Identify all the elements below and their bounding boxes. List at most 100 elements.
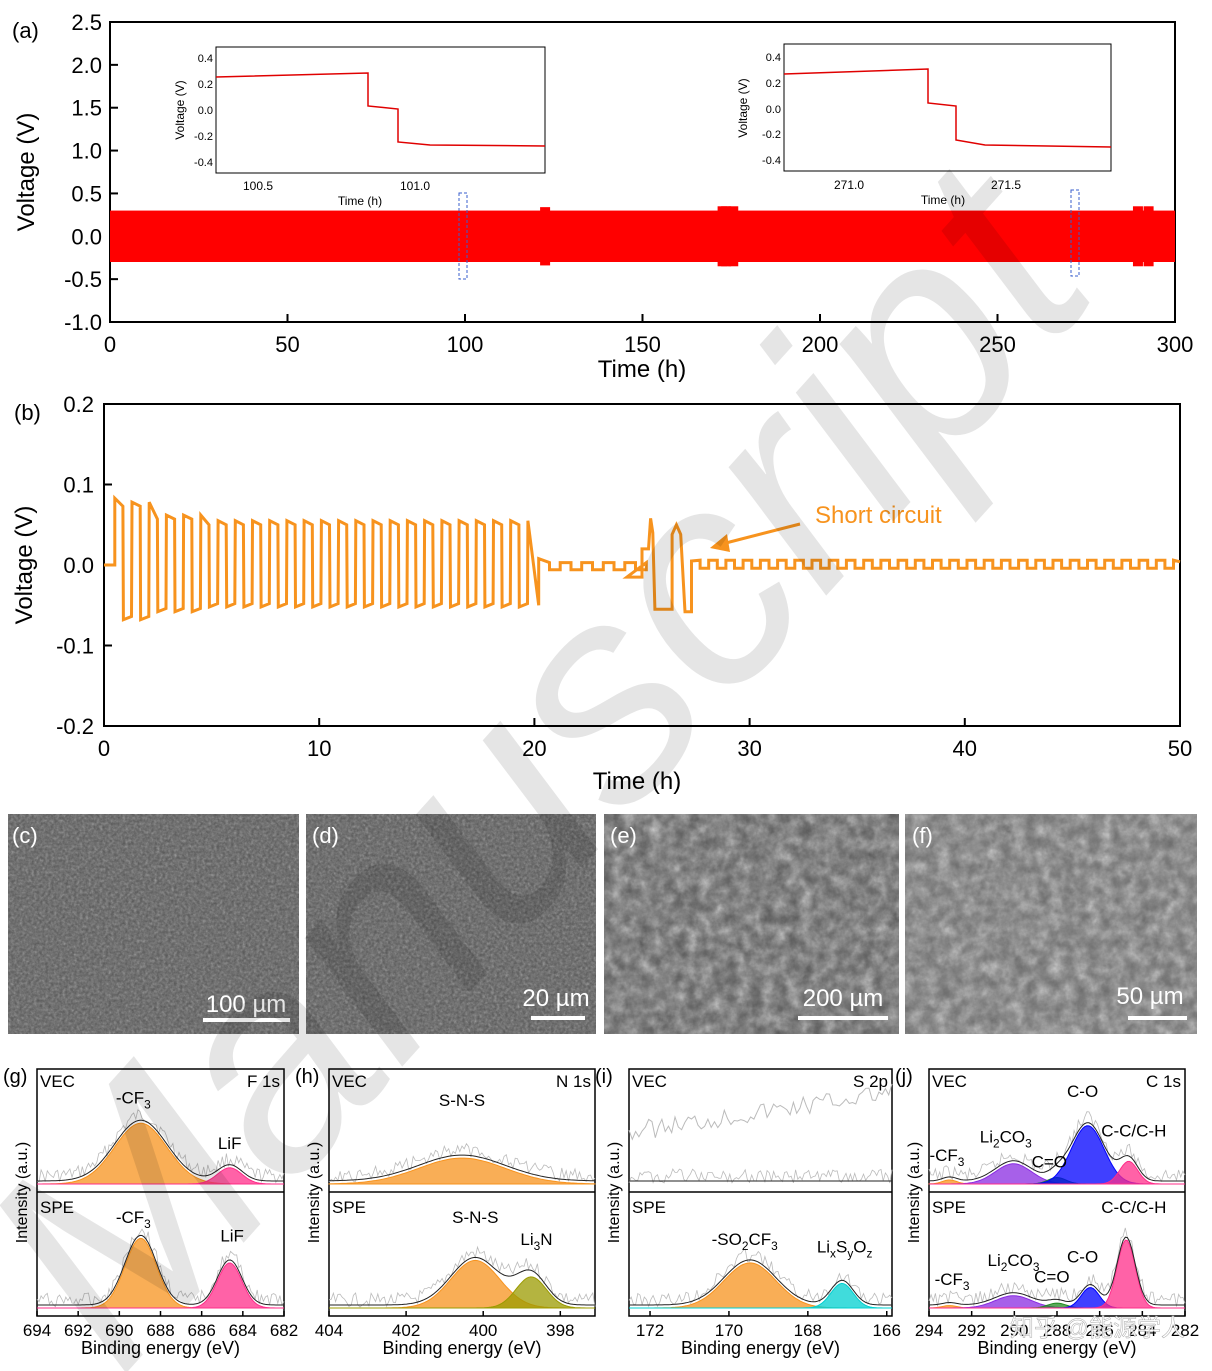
xps-peak-label: C=O [1034,1267,1069,1286]
xps-ylabel: Intensity (a.u.) [306,1142,323,1243]
panel-a-xtick-label: 0 [104,332,116,357]
xps-bottom-sample: SPE [332,1198,366,1217]
xps-raw-spectrum [628,1248,893,1308]
panel-a-y-ticks: 2.5 2.0 1.5 1.0 0.5 0.0 -0.5 -1.0 [64,10,118,335]
xps-xtick-label: 284 [1128,1321,1156,1340]
panel-a-ytick-label: 0.5 [71,181,102,206]
zoom-box-1 [458,192,468,280]
panel-b-xtick-label: 20 [522,736,546,761]
inset-1-ytick: -0.4 [194,157,213,169]
inset-2-xtick: 271.5 [991,178,1021,192]
sem-f-scale: 50 µm [1116,983,1183,1010]
panel-a: (a) 2.5 2.0 1.5 1.0 0.5 0.0 -0.5 -1.0 0 50 100 150… [12,10,1193,383]
panel-a-spike [540,207,551,266]
xps-peak [37,1262,284,1309]
xps-top-sample: VEC [332,1072,367,1091]
short-circuit-arrowhead [710,534,730,552]
xps-panel-j: (j) VEC SPE C 1s Intensity (a.u.) 294 292 290 28… [895,1066,1199,1358]
xps-fit-envelope [928,1122,1185,1182]
inset-1-xlabel: Time (h) [338,194,382,208]
xps-fit-envelope [328,1154,596,1182]
inset-1-line [215,72,546,147]
xps-raw-spectrum [36,1109,285,1184]
xps-bottom-sample: SPE [40,1198,74,1217]
panel-b-label: (b) [14,400,41,425]
xps-peak-label: LiF [218,1134,242,1153]
panel-b-xtick-label: 10 [307,736,331,761]
panel-a-spike [721,206,732,267]
panel-a-xtick-label: 300 [1157,332,1194,357]
inset-1: 0.4 0.2 0.0 -0.2 -0.4 100.5 101.0 Time (… [173,46,546,208]
xps-xtick-label: 290 [1000,1321,1028,1340]
panel-b-xlabel: Time (h) [593,768,681,795]
xps-xtick-label: 172 [636,1321,664,1340]
xps-peak-label: Li2CO3 [987,1251,1039,1274]
panel-a-band [110,210,1175,262]
inset-2-line [783,68,1112,148]
panel-a-ytick-label: -1.0 [64,310,102,335]
xps-peak-label: -SO2CF3 [712,1230,779,1253]
panel-b-ytick-label: -0.2 [56,714,94,739]
xps-fit-envelope [629,1259,892,1306]
xps-xtick-label: 688 [146,1321,174,1340]
xps-peak-label: -CF3 [935,1270,970,1293]
xps-panel-label: (i) [595,1066,613,1088]
panel-b-xtick-label: 30 [737,736,761,761]
xps-peak-label: S-N-S [452,1208,498,1227]
panel-b-x-ticks: 0 10 20 30 40 50 [98,718,1192,761]
xps-xtick-label: 402 [392,1321,420,1340]
xps-peak-label: LiF [220,1226,244,1245]
xps-peak [929,1160,1185,1185]
xps-xtick-label: 294 [915,1321,943,1340]
panel-b: (b) 0.2 0.1 0.0 -0.1 -0.2 0 10 20 30 40 50 Voltag… [11,392,1192,795]
xps-raw-spectrum [328,1142,596,1183]
credit-watermark: 知乎 @能源学人 [1010,1315,1185,1342]
panel-a-xtick-label: 200 [802,332,839,357]
xps-peak-label: S-N-S [439,1091,485,1110]
xps-top-sample: VEC [932,1072,967,1091]
panel-a-x-ticks: 0 50 100 150 200 250 300 [104,314,1193,357]
xps-peak-label: C=O [1032,1152,1067,1171]
xps-raw-spectrum [628,1083,893,1141]
panel-a-xlabel: Time (h) [598,356,686,383]
xps-xlabel: Binding energy (eV) [382,1338,541,1358]
xps-row: (g) VEC SPE F 1s Intensity (a.u.) 694 692 690 68… [3,1066,1199,1358]
xps-peak-label: -CF3 [116,1088,151,1111]
xps-peak-label: -CF3 [929,1146,964,1169]
inset-2-xlabel: Time (h) [921,193,965,207]
xps-peak-label: C-O [1067,1082,1098,1101]
inset-1-ylabel: Voltage (V) [173,80,187,139]
xps-peak-label: C-O [1067,1247,1098,1266]
panel-b-ytick-label: -0.1 [56,634,94,659]
xps-bottom-sample: SPE [632,1198,666,1217]
inset-2-ylabel: Voltage (V) [736,78,750,137]
panel-a-ytick-label: 1.5 [71,96,102,121]
xps-raw-spectrum [928,1111,1186,1183]
xps-peak [629,1282,892,1309]
xps-panel-g: (g) VEC SPE F 1s Intensity (a.u.) 694 692 690 68… [3,1066,298,1358]
xps-element: F 1s [247,1072,280,1091]
sem-image-f: (f) 50 µm [905,814,1197,1034]
xps-element: C 1s [1146,1072,1181,1091]
panel-a-xtick-label: 150 [624,332,661,357]
xps-fit-envelope [928,1236,1185,1306]
inset-2-ytick: 0.0 [766,104,781,116]
inset-2-ytick: 0.4 [766,52,781,64]
inset-2-ytick: 0.2 [766,78,781,90]
sem-e-label: (e) [610,823,637,848]
xps-xtick-label: 286 [1085,1321,1113,1340]
xps-xtick-label: 690 [105,1321,133,1340]
xps-xlabel: Binding energy (eV) [81,1338,240,1358]
panel-a-spike [1143,206,1154,267]
inset-1-xtick: 100.5 [243,179,273,193]
panel-a-xtick-label: 100 [447,332,484,357]
panel-a-ytick-label: -0.5 [64,267,102,292]
inset-2-ytick: -0.4 [762,155,781,167]
sem-image-e: (e) 200 µm [604,814,899,1034]
panel-b-xtick-label: 40 [953,736,977,761]
xps-raw-spectrum [928,1227,1186,1307]
panel-a-ytick-label: 2.0 [71,53,102,78]
inset-1-ytick: -0.2 [194,131,213,143]
xps-xtick-label: 692 [64,1321,92,1340]
